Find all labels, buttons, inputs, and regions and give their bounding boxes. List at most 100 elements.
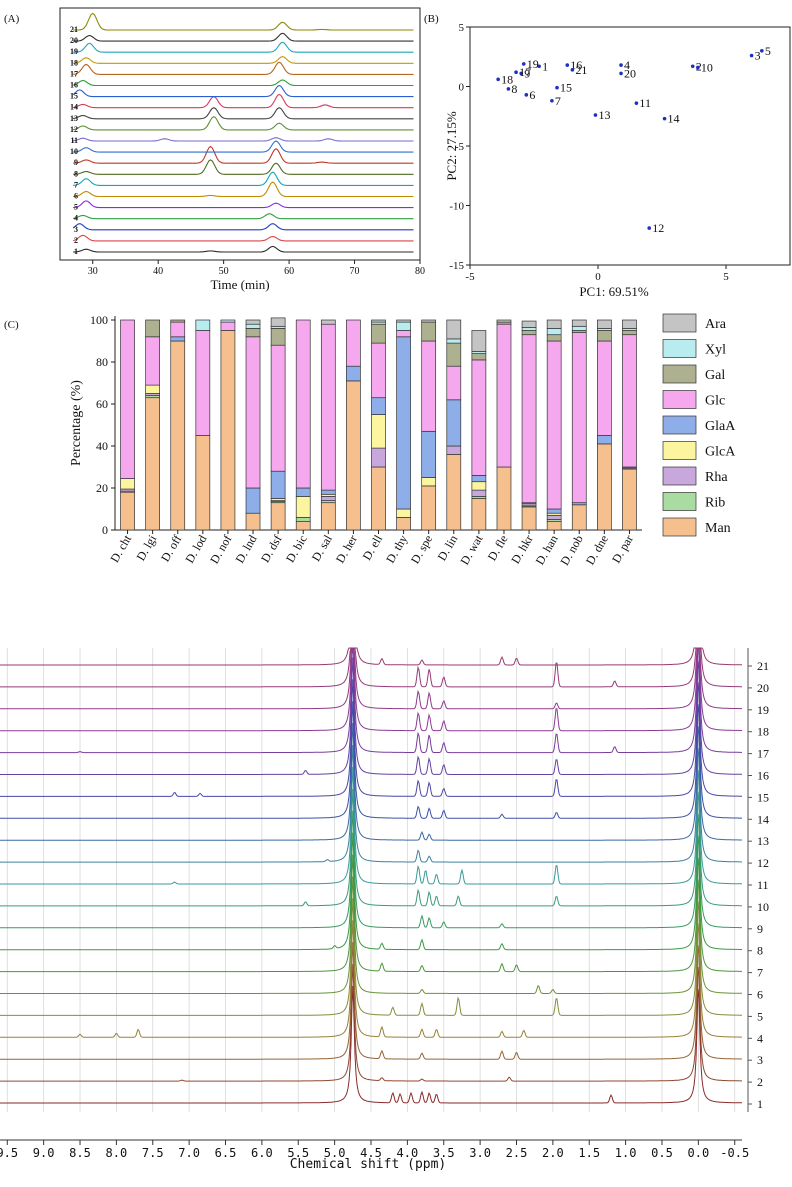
category-label-11: D. thy bbox=[383, 533, 410, 566]
bar-Glc-0 bbox=[120, 319, 135, 479]
nmr-trace-label-3: 3 bbox=[757, 1053, 763, 1067]
nmr-trace-11 bbox=[0, 766, 742, 885]
bar-GlaA-13 bbox=[446, 399, 462, 447]
bar-Man-5 bbox=[245, 512, 261, 531]
pca-point-15 bbox=[555, 85, 559, 90]
nmr-x-tick-label-6: 6.5 bbox=[215, 1146, 237, 1160]
nmr-x-tick-label-4: 7.5 bbox=[142, 1146, 164, 1160]
nmr-x-tick-label-13: 3.0 bbox=[469, 1146, 491, 1160]
panel-b-label: (B) bbox=[424, 13, 439, 25]
bar-GlaA-5 bbox=[245, 487, 261, 514]
bar-Man-2 bbox=[170, 340, 186, 531]
pca-point-17 bbox=[514, 70, 518, 75]
trace-label-21: 21 bbox=[70, 25, 78, 34]
pca-point-18 bbox=[496, 77, 500, 82]
bar-Ara-12 bbox=[421, 319, 437, 323]
chromatogram-trace-9 bbox=[73, 145, 414, 164]
bar-Glc-10 bbox=[371, 342, 386, 399]
bar-Man-9 bbox=[346, 380, 361, 531]
bar-Xyl-11 bbox=[396, 321, 411, 331]
chromatogram-trace-8 bbox=[73, 159, 414, 175]
nmr-trace-label-9: 9 bbox=[757, 922, 763, 936]
bar-GlcA-11 bbox=[396, 508, 411, 518]
bar-GlcA-7 bbox=[295, 496, 311, 518]
bar-Ara-18 bbox=[571, 319, 587, 327]
bar-GlcA-0 bbox=[120, 478, 135, 490]
nmr-trace-label-13: 13 bbox=[757, 834, 769, 848]
bar-Rib-7 bbox=[295, 517, 311, 522]
bar-Xyl-18 bbox=[571, 325, 587, 331]
chromatogram-trace-6 bbox=[73, 181, 414, 198]
nmr-trace-7 bbox=[0, 854, 742, 973]
bar-Glc-13 bbox=[446, 365, 462, 401]
legend-label-Gal: Gal bbox=[705, 368, 725, 383]
pca-point-label-10: 10 bbox=[701, 60, 713, 74]
nmr-trace-label-15: 15 bbox=[757, 790, 769, 804]
c-y-tick-label-40: 40 bbox=[96, 439, 108, 453]
nmr-trace-label-14: 14 bbox=[757, 812, 769, 826]
pca-point-2 bbox=[690, 64, 695, 69]
nmr-x-tick-label-15: 2.0 bbox=[542, 1146, 564, 1160]
bar-Man-8 bbox=[320, 502, 336, 531]
chromatogram-trace-14 bbox=[72, 93, 414, 109]
bar-Man-18 bbox=[571, 504, 587, 531]
bar-Gal-16 bbox=[521, 330, 537, 336]
bar-Glc-19 bbox=[597, 340, 612, 436]
chromatogram-trace-11 bbox=[73, 137, 414, 142]
panel-c-y-label: Percentage (%) bbox=[69, 380, 84, 466]
bar-Glc-8 bbox=[320, 323, 336, 491]
bar-Gal-13 bbox=[446, 342, 462, 367]
category-label-18: D. nob bbox=[557, 533, 585, 568]
legend-swatch-Rib bbox=[662, 492, 697, 511]
x-tick-label-60: 60 bbox=[284, 266, 294, 277]
pca-point-label-13: 13 bbox=[598, 108, 610, 122]
chromatogram-trace-13 bbox=[72, 107, 414, 120]
bar-Gal-17 bbox=[546, 334, 562, 342]
pca-point-12 bbox=[647, 226, 651, 230]
nmr-trace-6 bbox=[0, 876, 742, 994]
legend-swatch-GlcA bbox=[662, 441, 697, 460]
panel-d-traces bbox=[0, 647, 742, 1104]
panel-a-traces bbox=[72, 12, 414, 253]
nmr-trace-5 bbox=[0, 898, 742, 1016]
bar-Glc-16 bbox=[521, 334, 537, 504]
nmr-trace-17 bbox=[0, 647, 742, 754]
trace-label-6: 6 bbox=[74, 192, 78, 201]
nmr-trace-3 bbox=[0, 942, 742, 1060]
trace-label-20: 20 bbox=[70, 36, 78, 45]
trace-label-13: 13 bbox=[70, 114, 78, 123]
bar-Glc-11 bbox=[396, 330, 411, 338]
chromatogram-trace-15 bbox=[72, 84, 414, 98]
b-y-tick-label--10: -10 bbox=[449, 201, 464, 213]
pca-point-label-14: 14 bbox=[668, 112, 680, 126]
nmr-trace-label-1: 1 bbox=[757, 1097, 763, 1111]
nmr-trace-9 bbox=[0, 810, 742, 929]
trace-label-7: 7 bbox=[74, 180, 78, 189]
bar-Xyl-17 bbox=[546, 328, 562, 336]
panel-a-label: (A) bbox=[4, 13, 20, 25]
nmr-trace-label-7: 7 bbox=[757, 966, 763, 980]
bar-Man-14 bbox=[471, 498, 487, 531]
bar-Ara-5 bbox=[245, 319, 261, 325]
nmr-x-tick-label-14: 2.5 bbox=[506, 1146, 528, 1160]
legend-swatch-GlaA bbox=[662, 415, 697, 435]
bar-Glc-20 bbox=[622, 334, 637, 468]
nmr-x-tick-label-7: 6.0 bbox=[251, 1146, 273, 1160]
bar-Man-16 bbox=[521, 506, 537, 531]
legend-label-GlcA: GlcA bbox=[705, 445, 736, 460]
bar-Rha-13 bbox=[446, 445, 462, 455]
category-label-0: D. cht bbox=[107, 532, 134, 565]
b-y-tick-label--5: -5 bbox=[455, 141, 465, 153]
panel-c-legend: Ara Xyl Gal Glc GlaA GlcA Rha Rib Man bbox=[662, 313, 736, 537]
nmr-x-tick-label-12: 3.5 bbox=[433, 1146, 455, 1160]
pca-point-4 bbox=[619, 63, 623, 67]
trace-label-10: 10 bbox=[70, 147, 78, 156]
category-label-10: D. ell bbox=[360, 532, 386, 563]
chromatogram-trace-2 bbox=[72, 234, 414, 242]
pca-point-label-6: 6 bbox=[529, 88, 535, 102]
bar-GlaA-10 bbox=[371, 397, 386, 415]
bar-GlaA-11 bbox=[396, 336, 411, 510]
bar-Gal-14 bbox=[471, 353, 487, 361]
category-label-8: D. sal bbox=[309, 532, 335, 564]
